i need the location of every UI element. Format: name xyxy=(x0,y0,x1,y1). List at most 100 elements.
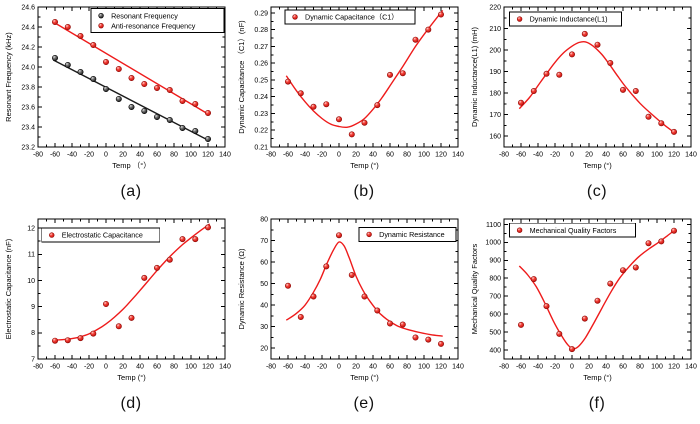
x-tick-label: 140 xyxy=(685,364,697,371)
panel-label-c: (c) xyxy=(586,183,608,200)
x-tick-label: 60 xyxy=(619,364,627,371)
data-points xyxy=(51,224,212,344)
x-tick-label: 80 xyxy=(403,152,411,159)
data-point xyxy=(205,224,212,231)
fit-curve xyxy=(518,40,677,134)
legend: Dynamic Resistance xyxy=(358,226,457,242)
data-point xyxy=(581,30,588,37)
y-tick-label: 160 xyxy=(489,134,501,141)
x-tick-label: 140 xyxy=(219,152,231,159)
x-axis-label: Temp (°) xyxy=(350,373,379,382)
x-tick-label: 20 xyxy=(585,364,593,371)
x-tick-label: 140 xyxy=(219,364,231,371)
subplot-b: -80 -60 -40 -20 0 20 40 60 80 100 120 140 0.21 0.22 0.… xyxy=(233,0,466,212)
legend-marker-icon xyxy=(516,227,523,233)
chart-c-dynamic-inductance: -80 -60 -40 -20 0 20 40 60 80 100 120 140 160 170 180 1… xyxy=(470,4,697,170)
x-tick-label: -40 xyxy=(300,152,310,159)
plot-frame xyxy=(270,218,459,360)
legend-marker-icon xyxy=(98,22,104,29)
subplot-d: -80 -60 -40 -20 0 20 40 60 80 100 120 140 7 8 9 10 11 12 T… xyxy=(0,212,233,424)
data-point xyxy=(192,236,199,243)
x-tick-label: 0 xyxy=(337,152,341,159)
data-point xyxy=(399,321,406,328)
x-tick-label: 140 xyxy=(452,152,464,159)
y-tick-label: 600 xyxy=(489,312,501,319)
y-tick-label: 800 xyxy=(489,276,501,283)
data-point xyxy=(556,71,563,78)
x-tick-label: -40 xyxy=(533,152,543,159)
y-tick-label: 1100 xyxy=(486,222,501,229)
x-tick-label: -20 xyxy=(84,364,94,371)
y-tick-label: 40 xyxy=(260,303,268,310)
x-tick-label: 20 xyxy=(352,364,360,371)
x-tick-label: -80 xyxy=(266,364,276,371)
data-point xyxy=(412,36,419,43)
data-point xyxy=(141,81,148,88)
x-tick-label: 20 xyxy=(352,152,360,159)
y-tick-label: 900 xyxy=(489,258,501,265)
y-tick-label: 20 xyxy=(260,346,268,353)
tick-labels: -80 -60 -40 -20 0 20 40 60 80 100 120 140 23.2 23.4 23… xyxy=(21,4,231,158)
y-tick-label: 8 xyxy=(31,330,35,337)
data-point xyxy=(438,11,445,18)
y-tick-label: 170 xyxy=(489,112,501,119)
data-point xyxy=(530,276,537,283)
x-tick-label: 0 xyxy=(570,152,574,159)
data-point xyxy=(115,96,122,103)
x-tick-label: 60 xyxy=(153,364,161,371)
data-point xyxy=(620,86,627,93)
data-point xyxy=(374,307,381,314)
x-tick-label: -40 xyxy=(67,152,77,159)
x-axis-label: Temp （°） xyxy=(112,161,150,170)
plot-frame xyxy=(270,6,459,148)
tick-labels: -80 -60 -40 -20 0 20 40 60 80 100 120 140 400 500 600 7… xyxy=(485,222,697,371)
data-point xyxy=(154,85,161,92)
data-point xyxy=(128,75,135,82)
chart-b-dynamic-capacitance: -80 -60 -40 -20 0 20 40 60 80 100 120 140 0.21 0.22 0.… xyxy=(237,6,464,170)
data-point xyxy=(517,99,524,106)
data-point xyxy=(632,264,639,271)
x-tick-label: 0 xyxy=(104,152,108,159)
data-point xyxy=(297,314,304,321)
data-point xyxy=(103,301,110,308)
data-point xyxy=(556,330,563,337)
plot-frame xyxy=(37,218,226,360)
y-tick-label: 190 xyxy=(489,69,501,76)
chart-e-dynamic-resistance: -80 -60 -40 -20 0 20 40 60 80 100 120 140 20 30 40 50 60… xyxy=(237,216,464,382)
y-tick-label: 23.8 xyxy=(21,84,35,91)
data-point xyxy=(658,120,665,127)
y-tick-label: 0.29 xyxy=(254,10,268,17)
x-tick-label: 120 xyxy=(202,152,214,159)
x-tick-label: 80 xyxy=(403,364,411,371)
data-point xyxy=(297,90,304,97)
x-tick-label: -20 xyxy=(550,364,560,371)
data-point xyxy=(77,335,84,342)
data-points xyxy=(51,54,212,143)
legend-box xyxy=(509,222,637,238)
data-point xyxy=(374,102,381,109)
data-point xyxy=(387,71,394,78)
data-point xyxy=(103,86,110,93)
data-points xyxy=(517,227,678,353)
y-tick-label: 50 xyxy=(260,281,268,288)
data-point xyxy=(166,87,173,94)
data-point xyxy=(645,240,652,247)
x-tick-label: 0 xyxy=(104,364,108,371)
legend-label: Electrostatic Capacitance xyxy=(62,231,143,240)
x-tick-label: -60 xyxy=(283,364,293,371)
x-tick-label: 40 xyxy=(602,152,610,159)
data-point xyxy=(412,334,419,341)
x-tick-label: 140 xyxy=(452,364,464,371)
data-point xyxy=(348,131,355,138)
data-point xyxy=(77,32,84,39)
data-point xyxy=(543,303,550,310)
data-point xyxy=(336,116,343,123)
data-point xyxy=(128,104,135,111)
legend-label: Dynamic Resistance xyxy=(379,230,445,239)
x-tick-label: 100 xyxy=(651,364,663,371)
data-point xyxy=(77,69,84,76)
x-tick-label: 60 xyxy=(386,152,394,159)
panel-label-b: (b) xyxy=(353,183,375,200)
data-point xyxy=(90,330,97,337)
